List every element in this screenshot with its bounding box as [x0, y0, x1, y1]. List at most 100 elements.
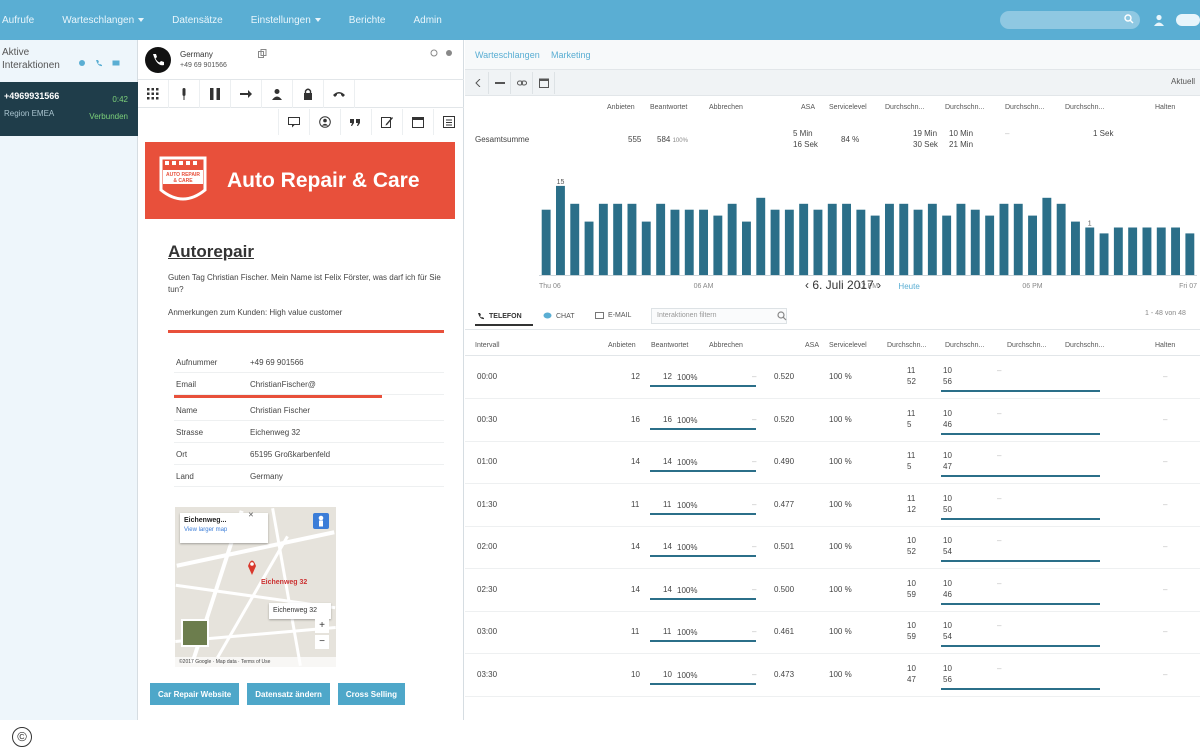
chart-bar[interactable]	[985, 215, 995, 275]
table-column-header[interactable]: Servicelevel	[829, 342, 867, 349]
link-icon[interactable]	[511, 72, 533, 94]
chart-bar[interactable]	[641, 221, 651, 275]
table-row[interactable]: 00:30 16 16 100% – 0.520 100 % 11 5 10 46 – –	[465, 400, 1200, 442]
chart-bar[interactable]	[856, 209, 866, 275]
quote-icon[interactable]	[340, 109, 371, 135]
table-row[interactable]: 02:00 14 14 100% – 0.501 100 % 10 52 10 54 – –	[465, 527, 1200, 569]
chart-bar[interactable]	[813, 209, 823, 275]
mail-icon[interactable]	[112, 54, 120, 66]
copy-icon[interactable]	[258, 49, 267, 58]
close-icon[interactable]: ✕	[248, 512, 254, 519]
chart-bar[interactable]	[1142, 227, 1152, 276]
chart-bar[interactable]	[899, 203, 909, 276]
table-column-header[interactable]: Durchschn...	[1065, 342, 1105, 349]
chart-bar[interactable]	[1085, 227, 1095, 276]
table-column-header[interactable]: Intervall	[475, 342, 500, 349]
table-column-header[interactable]: Beantwortet	[651, 342, 689, 349]
tab-marketing[interactable]: Marketing	[551, 50, 591, 60]
map-pin-icon[interactable]	[247, 559, 257, 575]
settings-icon[interactable]	[430, 49, 438, 57]
actual-button[interactable]: Aktuell	[1171, 77, 1196, 86]
search-icon[interactable]	[777, 311, 787, 321]
street-view-icon[interactable]	[313, 513, 329, 529]
consult-user-icon[interactable]	[262, 80, 293, 108]
table-row[interactable]: 02:30 14 14 100% –0.500 100 % 10 59 10 46– –	[465, 570, 1200, 612]
nav-item[interactable]: Admin	[399, 15, 455, 26]
chart-bar[interactable]	[1171, 227, 1180, 276]
nav-item[interactable]: Einstellungen	[237, 15, 335, 26]
table-column-header[interactable]: Durchschn...	[1007, 342, 1047, 349]
nav-item[interactable]: Aufrufe	[0, 15, 48, 26]
next-date-button[interactable]: ›	[877, 278, 882, 292]
chart-bar[interactable]	[556, 185, 565, 275]
chart-bar[interactable]	[584, 221, 594, 275]
chart-bar[interactable]	[870, 215, 880, 275]
chart-bar[interactable]	[956, 203, 966, 276]
table-row[interactable]: 03:00 11 11 100% – 0.461 100 % 10 59 10 54 – –	[465, 612, 1200, 654]
chart-bar[interactable]	[570, 203, 580, 276]
chart-bar[interactable]	[970, 209, 980, 275]
chart-bar[interactable]	[1042, 197, 1052, 275]
table-column-header[interactable]: Durchschn...	[945, 342, 985, 349]
chart-bar[interactable]	[1113, 227, 1123, 276]
pause-icon[interactable]	[200, 80, 231, 108]
table-column-header[interactable]: ASA	[805, 342, 820, 349]
location-map[interactable]: Eichenweg... View larger map ✕ Eichenweg…	[175, 507, 336, 667]
phone-icon[interactable]	[95, 54, 103, 67]
chart-bar[interactable]	[541, 209, 551, 275]
chart-bar[interactable]	[598, 203, 608, 276]
chart-bar[interactable]	[842, 203, 851, 276]
summary-column-header[interactable]: Durchschn...	[945, 104, 985, 111]
chart-bar[interactable]	[1099, 233, 1109, 275]
hangup-icon[interactable]	[324, 80, 355, 108]
active-call-item[interactable]: +4969931566 Region EMEA 0:42 Verbunden	[0, 82, 138, 136]
table-column-header[interactable]: Durchschn...	[887, 342, 927, 349]
chart-bar[interactable]	[627, 203, 637, 276]
chart-bar[interactable]	[684, 209, 694, 275]
view-larger-map-link[interactable]: View larger map	[184, 527, 228, 533]
chart-bar[interactable]	[827, 203, 837, 276]
search-icon[interactable]	[1124, 14, 1134, 24]
chart-bar[interactable]	[699, 209, 708, 275]
tab-email[interactable]: E-MAIL	[595, 312, 631, 319]
chart-bar[interactable]	[913, 209, 923, 275]
edit-icon[interactable]	[371, 109, 402, 135]
script-action-button[interactable]: Cross Selling	[337, 683, 406, 705]
chart-bar[interactable]	[613, 203, 623, 276]
chart-bar[interactable]	[770, 209, 780, 275]
prev-date-button[interactable]: ‹	[805, 278, 809, 292]
summary-column-header[interactable]: Halten	[1155, 104, 1176, 111]
table-row[interactable]: 03:30 10 10 100% –0.473 100 % 10 47 10 56– –	[465, 655, 1200, 697]
table-column-header[interactable]: Halten	[1155, 342, 1176, 349]
dialpad-icon[interactable]	[138, 80, 169, 108]
chart-bar[interactable]	[1128, 227, 1138, 276]
summary-column-header[interactable]: Durchschn...	[1005, 104, 1045, 111]
summary-column-header[interactable]: Durchschn...	[885, 104, 925, 111]
chart-bar[interactable]	[799, 203, 809, 276]
chart-bar[interactable]	[999, 203, 1009, 276]
chart-bar[interactable]	[713, 215, 723, 275]
summary-column-header[interactable]: Servicelevel	[829, 104, 867, 111]
script-action-button[interactable]: Car Repair Website	[150, 683, 240, 705]
zoom-out-button[interactable]: −	[315, 635, 329, 649]
table-column-header[interactable]: Abbrechen	[709, 342, 743, 349]
chart-bar[interactable]	[727, 203, 737, 276]
chart-bar[interactable]	[927, 203, 937, 276]
chart-bar[interactable]	[1028, 215, 1037, 275]
minus-icon[interactable]	[489, 72, 511, 94]
list-icon[interactable]	[433, 109, 464, 135]
calendar-icon[interactable]	[533, 72, 555, 94]
summary-column-header[interactable]: Anbieten	[607, 104, 635, 111]
chart-bar[interactable]	[784, 209, 794, 275]
info-icon[interactable]	[445, 49, 453, 57]
chart-bar[interactable]	[670, 209, 680, 275]
summary-column-header[interactable]: ASA	[801, 104, 816, 111]
chart-bar[interactable]	[756, 197, 766, 275]
nav-item[interactable]: Warteschlangen	[48, 15, 158, 26]
chart-bar[interactable]	[1056, 203, 1066, 276]
chart-bar[interactable]	[1185, 233, 1195, 275]
chart-bar[interactable]	[885, 203, 894, 276]
global-search-input[interactable]	[1000, 11, 1140, 29]
nav-item[interactable]: Datensätze	[158, 15, 237, 26]
tab-telefon[interactable]: TELEFON	[477, 312, 522, 320]
